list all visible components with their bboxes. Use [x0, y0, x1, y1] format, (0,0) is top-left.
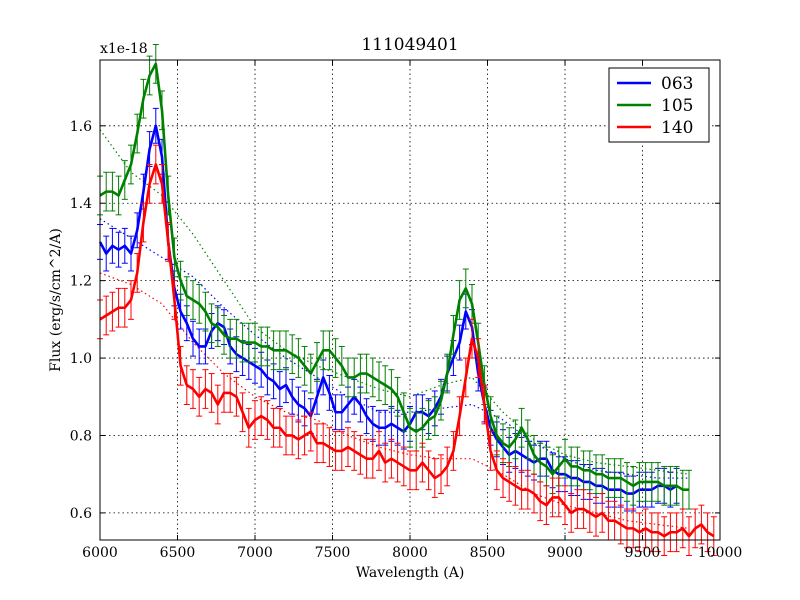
legend-label-105: 105 — [661, 96, 693, 116]
y-tick-label: 1.6 — [70, 119, 92, 135]
model-curve-063-model — [99, 218, 689, 479]
x-tick-label: 7000 — [237, 545, 273, 561]
y-offset-label: x1e-18 — [100, 41, 148, 57]
series-line-105 — [99, 62, 689, 491]
x-tick-label: 8500 — [470, 545, 506, 561]
y-tick-label: 1.0 — [70, 351, 92, 367]
x-tick-label: 8000 — [392, 545, 428, 561]
x-tick-label: 9500 — [625, 545, 661, 561]
axis-ticks: 6000 6500 7000 7500 8000 8500 9000 9500 10000 0.6… — [70, 60, 743, 561]
x-tick-label: 9000 — [547, 545, 583, 561]
x-tick-label: 10000 — [698, 545, 743, 561]
y-tick-label: 0.6 — [70, 506, 92, 522]
series-105 — [97, 44, 692, 510]
y-axis-label: Flux (erg/s/cm^2/A) — [48, 228, 64, 372]
series-line-140 — [99, 163, 715, 538]
series-140 — [97, 144, 717, 556]
y-tick-label: 1.4 — [70, 196, 92, 212]
y-tick-label: 1.2 — [70, 274, 92, 290]
data-series — [97, 44, 717, 556]
x-axis-label: Wavelength (A) — [356, 565, 465, 581]
model-curves — [99, 129, 690, 529]
legend-label-140: 140 — [661, 118, 693, 138]
x-tick-label: 6500 — [160, 545, 196, 561]
chart-title: 111049401 — [361, 35, 458, 55]
series-line-063 — [98, 124, 678, 495]
model-curve-140-model — [99, 272, 690, 529]
x-tick-label: 6000 — [82, 545, 118, 561]
x-tick-label: 7500 — [315, 545, 351, 561]
legend-label-063: 063 — [661, 74, 693, 94]
y-tick-label: 0.8 — [70, 428, 92, 444]
